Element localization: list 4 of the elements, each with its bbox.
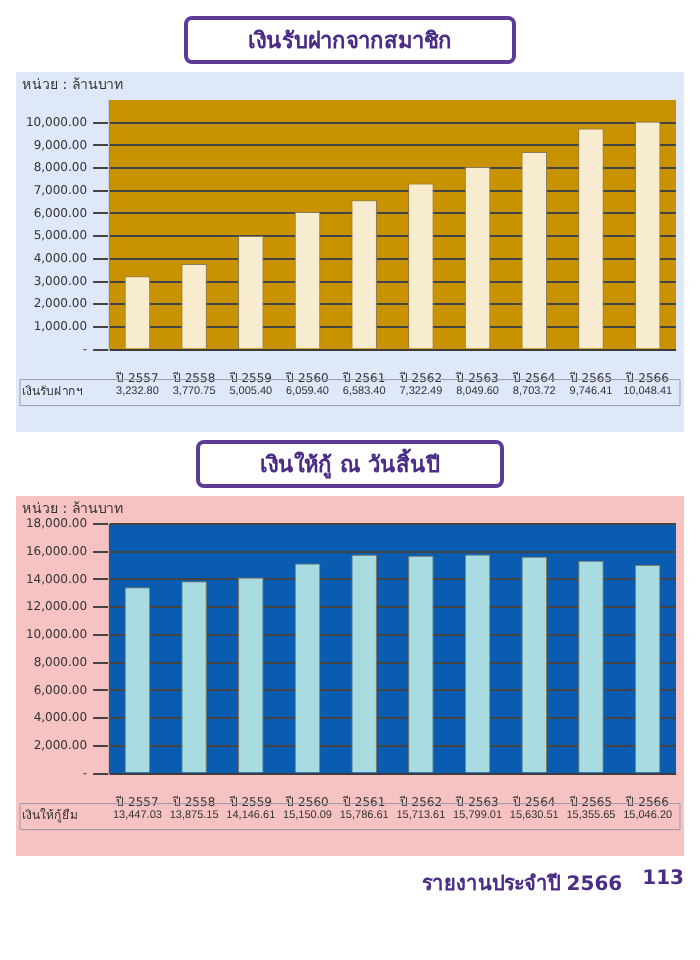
chart-title: เงินให้กู้ ณ วันสิ้นปี <box>196 440 504 488</box>
text: 113 <box>642 868 684 894</box>
chart-title: เงินรับฝากจากสมาชิก <box>184 16 516 64</box>
text: รายงานประจำปี 2566 <box>421 870 623 898</box>
